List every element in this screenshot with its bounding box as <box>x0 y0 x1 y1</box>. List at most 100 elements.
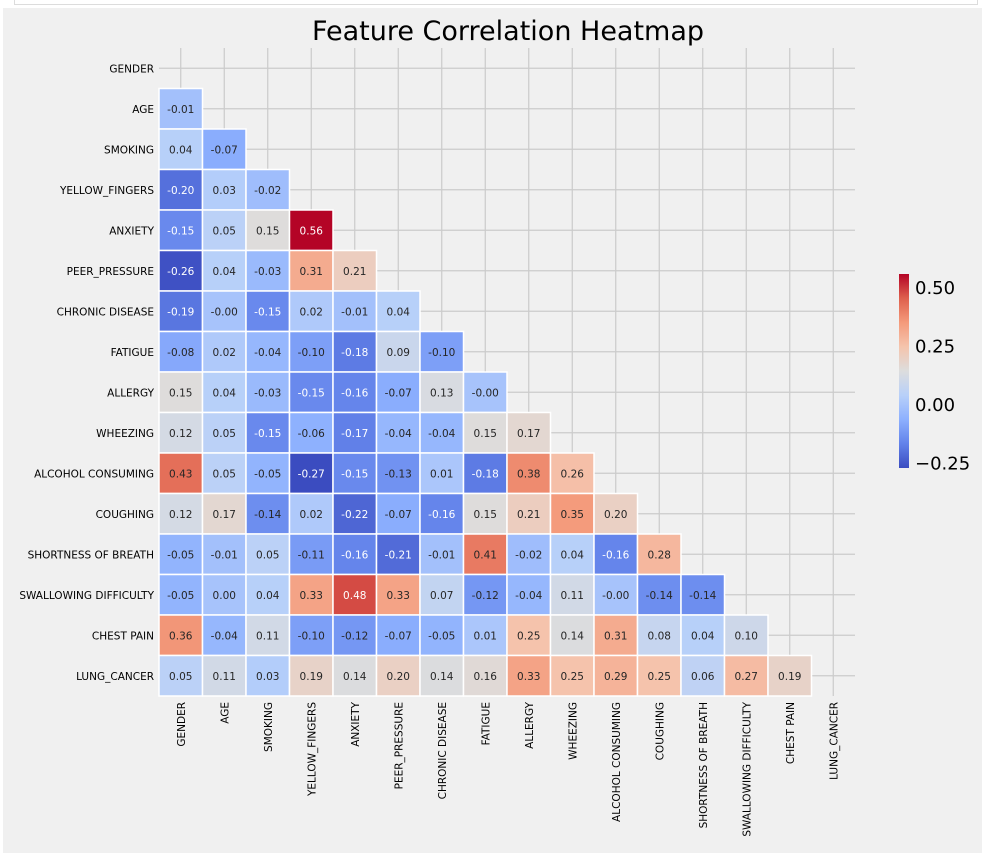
cell-value-label: -0.22 <box>341 509 368 521</box>
cell-value-label: 0.43 <box>169 468 192 480</box>
heatmap-cell <box>419 573 465 616</box>
cell-value-label: 0.04 <box>169 144 193 156</box>
cell-value-label: 0.08 <box>648 630 671 642</box>
cell-value-label: 0.05 <box>213 468 236 480</box>
heatmap-cell <box>158 290 204 333</box>
row-label-anxiety: ANXIETY <box>109 225 154 237</box>
cell-value-label: 0.01 <box>430 468 453 480</box>
heatmap-cell <box>201 209 247 252</box>
cell-value-label: 0.25 <box>561 671 584 683</box>
heatmap-cell <box>723 654 769 697</box>
heatmap-cell <box>506 614 552 657</box>
heatmap-cell <box>288 452 334 495</box>
cell-value-label: 0.02 <box>300 509 323 521</box>
column-labels: GENDER AGE SMOKING YELLOW_FINGERS ANXIETY PEE… <box>176 701 841 836</box>
column-label-yellow-fingers: YELLOW_FINGERS <box>306 702 318 797</box>
cell-value-label: 0.33 <box>387 590 410 602</box>
heatmap-cell <box>158 492 204 535</box>
cell-value-label: 0.02 <box>300 306 323 318</box>
heatmap-cell <box>593 614 639 657</box>
column-label-chronic-disease: CHRONIC DISEASE <box>437 702 449 799</box>
cell-value-label: 0.14 <box>561 630 585 642</box>
heatmap-cell <box>462 654 508 697</box>
cell-value-label: 0.02 <box>213 347 236 359</box>
cell-value-label: -0.15 <box>254 306 281 318</box>
heatmap-cell <box>506 654 552 697</box>
cell-value-label: -0.01 <box>167 104 194 116</box>
row-label-allergy: ALLERGY <box>107 387 154 399</box>
cell-value-label: -0.14 <box>646 590 673 602</box>
cell-value-label: 0.29 <box>604 671 627 683</box>
heatmap-cell <box>549 614 595 657</box>
cell-value-label: -0.10 <box>298 347 325 359</box>
cell-value-label: 0.15 <box>169 387 192 399</box>
cell-value-label: 0.38 <box>517 468 540 480</box>
heatmap-cell <box>723 614 769 657</box>
cell-value-label: 0.15 <box>474 428 497 440</box>
cell-value-label: -0.04 <box>385 428 412 440</box>
heatmap-cell <box>680 573 726 616</box>
cell-value-label: 0.04 <box>561 549 585 561</box>
cell-value-label: -0.05 <box>167 590 194 602</box>
cell-value-label: -0.16 <box>602 549 629 561</box>
cell-value-label: 0.28 <box>648 549 671 561</box>
heatmap-cell <box>680 654 726 697</box>
heatmap-cell <box>201 249 247 292</box>
row-label-shortness-of-breath: SHORTNESS OF BREATH <box>28 549 154 561</box>
cell-value-label: 0.48 <box>343 590 366 602</box>
cell-value-label: -0.02 <box>515 549 542 561</box>
cell-value-label: -0.01 <box>341 306 368 318</box>
heatmap-cell <box>245 209 291 252</box>
cell-value-label: -0.07 <box>385 630 412 642</box>
cell-value-label: 0.01 <box>474 630 497 642</box>
column-label-smoking: SMOKING <box>263 702 275 752</box>
heatmap-cell <box>419 654 465 697</box>
heatmap-cell <box>158 87 204 130</box>
cell-value-label: -0.01 <box>428 549 455 561</box>
cell-value-label: 0.03 <box>213 185 236 197</box>
heatmap-cell <box>245 654 291 697</box>
cell-value-label: 0.19 <box>300 671 323 683</box>
row-label-wheezing: WHEEZING <box>96 428 154 440</box>
cell-value-label: 0.15 <box>474 509 497 521</box>
heatmap-cell <box>462 614 508 657</box>
cell-value-label: -0.15 <box>167 225 194 237</box>
cell-value-label: 0.04 <box>256 590 280 602</box>
cell-value-label: -0.15 <box>341 468 368 480</box>
column-label-peer-pressure: PEER_PRESSURE <box>393 702 405 789</box>
heatmap-cell <box>158 330 204 373</box>
cell-value-label: -0.12 <box>341 630 368 642</box>
cell-value-label: 0.26 <box>561 468 585 480</box>
colorbar-tick-label: 0.00 <box>915 395 955 416</box>
colorbar-tick-label: −0.25 <box>915 453 970 474</box>
cell-value-label: 0.04 <box>691 630 715 642</box>
row-label-gender: GENDER <box>109 63 154 75</box>
heatmap-cell <box>201 290 247 333</box>
heatmap-cell <box>245 573 291 616</box>
cell-value-label: -0.27 <box>298 468 325 480</box>
heatmap-cell <box>158 533 204 576</box>
heatmap-cell <box>245 168 291 211</box>
cell-value-label: 0.25 <box>517 630 540 642</box>
row-label-lung-cancer: LUNG_CANCER <box>76 671 154 683</box>
heatmap-cell <box>375 371 421 414</box>
cell-value-label: 0.00 <box>213 590 236 602</box>
heatmap-cell <box>332 249 378 292</box>
heatmap-cell <box>462 492 508 535</box>
cell-value-label: 0.25 <box>648 671 671 683</box>
cell-value-label: -0.16 <box>341 387 368 399</box>
cell-value-label: -0.08 <box>167 347 194 359</box>
cell-value-label: -0.06 <box>298 428 325 440</box>
heatmap-cell <box>593 573 639 616</box>
row-label-fatigue: FATIGUE <box>111 347 154 359</box>
cell-value-label: -0.02 <box>254 185 281 197</box>
cell-value-label: -0.15 <box>254 428 281 440</box>
cell-value-label: 0.10 <box>735 630 758 642</box>
heatmap-cell <box>767 654 813 697</box>
column-label-chest-pain: CHEST PAIN <box>785 702 797 764</box>
cell-value-label: 0.17 <box>213 509 236 521</box>
heatmap-cell <box>158 168 204 211</box>
cell-value-label: -0.10 <box>428 347 455 359</box>
cell-value-label: 0.05 <box>169 671 192 683</box>
column-label-swallowing-difficulty: SWALLOWING DIFFICULTY <box>741 701 753 836</box>
